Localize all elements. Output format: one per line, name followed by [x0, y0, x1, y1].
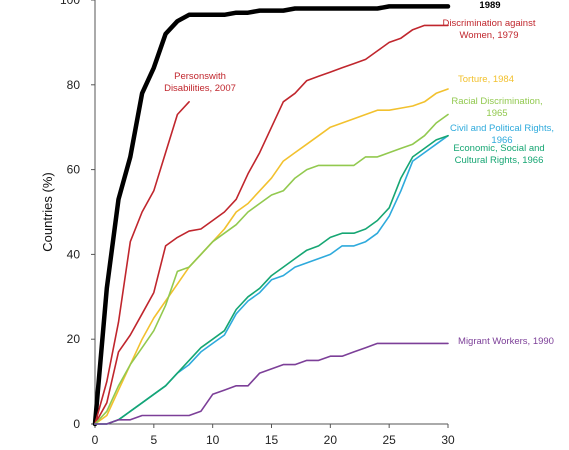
y-tick-label: 60: [67, 163, 81, 177]
series-line-3: [94, 88, 449, 425]
series-label-line: Discrimination against: [443, 18, 536, 29]
series-label-line: Disabilities, 2007: [164, 83, 236, 94]
series-label-0: Rights of the Child,1989: [446, 0, 533, 11]
y-tick-label: 0: [73, 417, 80, 431]
series-line-0: [92, 4, 451, 427]
series-label-line: Economic, Social and: [453, 143, 544, 154]
series-group: [92, 4, 451, 427]
series-label-line: Women, 1979: [460, 30, 519, 41]
y-tick-label: 20: [67, 332, 81, 346]
series-line-1: [94, 24, 449, 425]
series-line-7: [94, 342, 449, 425]
series-label-2: Personswith Disabilities, 2007: [164, 71, 236, 94]
y-tick-label: 80: [67, 78, 81, 92]
series-label-line: Civil and Political Rights,: [450, 123, 554, 134]
series-label-7: Migrant Workers, 1990: [458, 336, 554, 347]
series-label-line: 1989: [479, 0, 500, 11]
series-label-line: Cultural Rights, 1966: [455, 155, 544, 166]
chart-axes: [94, 0, 448, 425]
series-label-line: Torture, 1984: [458, 74, 514, 85]
x-tick-label: 0: [92, 433, 99, 447]
x-tick-label: 30: [441, 433, 455, 447]
y-tick-label: 100: [60, 0, 80, 7]
series-line-6: [94, 134, 449, 425]
x-tick-label: 15: [265, 433, 279, 447]
series-label-line: 1965: [486, 108, 507, 119]
x-tick-label: 5: [150, 433, 157, 447]
series-label-3: Torture, 1984: [458, 74, 514, 85]
tick-group: 0 5 10 15 20 25 30 0 20 40 60 80 100: [60, 0, 455, 447]
x-tick-label: 10: [206, 433, 220, 447]
series-label-line: Personswith: [174, 71, 226, 82]
series-labels: Rights of the Child,1989 Discrimination a…: [164, 0, 554, 347]
x-tick-label: 20: [324, 433, 338, 447]
x-tick-label: 25: [382, 433, 396, 447]
series-label-line: Racial Discrimination,: [451, 96, 542, 107]
series-label-4: Racial Discrimination, 1965: [451, 96, 542, 119]
y-tick-label: 40: [67, 247, 81, 261]
series-label-line: Migrant Workers, 1990: [458, 336, 554, 347]
series-label-line: 1966: [491, 135, 512, 146]
series-label-1: Discrimination against Women, 1979: [443, 18, 536, 41]
series-line-2: [94, 101, 190, 425]
y-axis-label: Countries (%): [40, 172, 55, 251]
series-label-5: Civil and Political Rights, 1966: [450, 123, 554, 146]
series-line-4: [94, 113, 449, 425]
series-label-6: Economic, Social and Cultural Rights, 196…: [453, 143, 544, 166]
